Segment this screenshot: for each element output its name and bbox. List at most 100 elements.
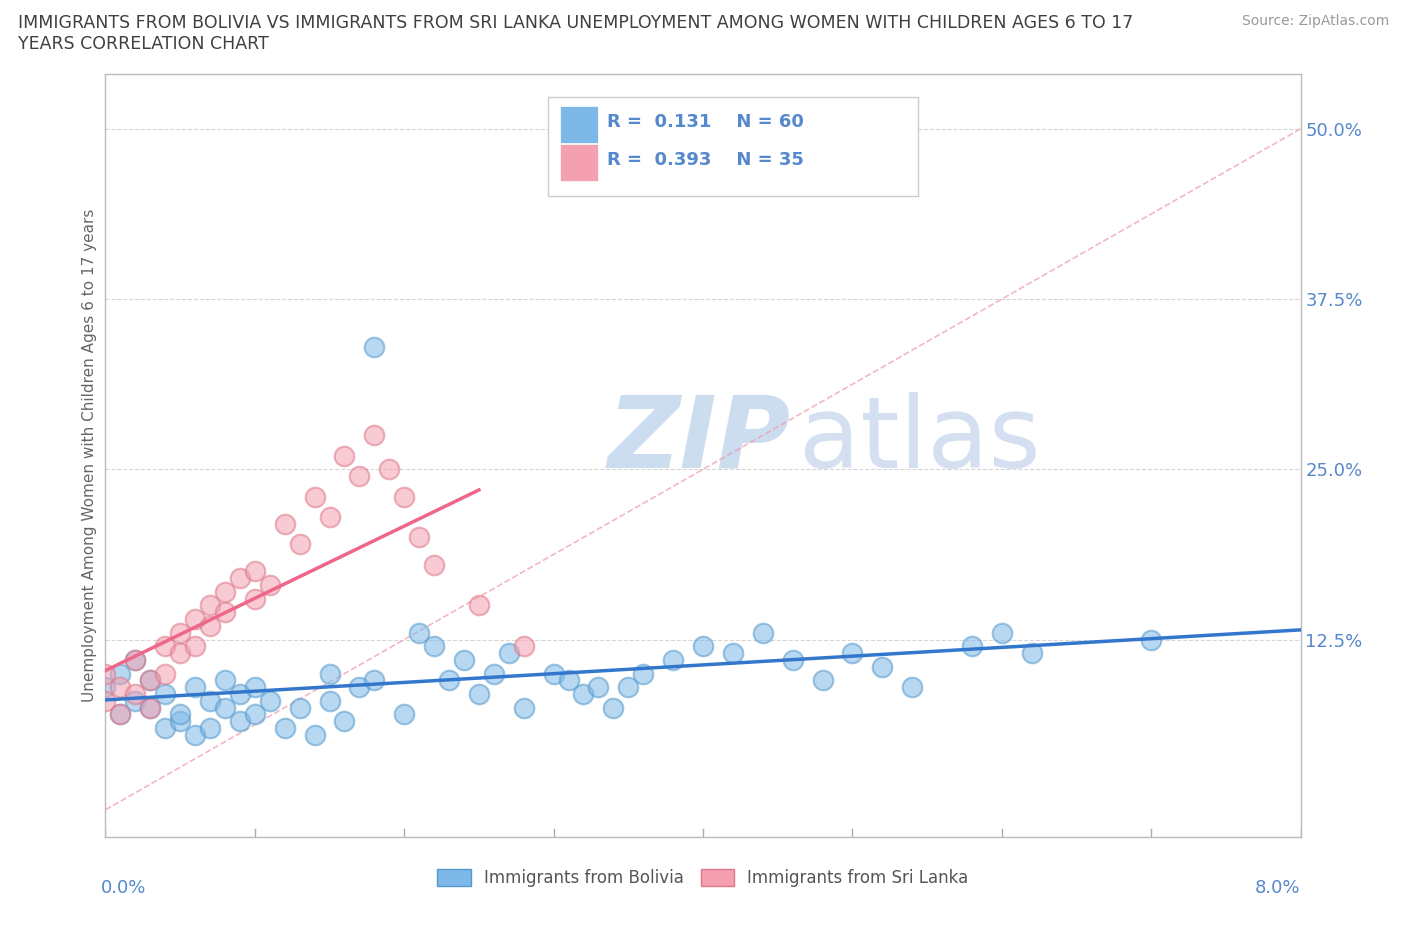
Point — [243, 591, 266, 606]
Point — [378, 462, 401, 477]
Point — [184, 680, 207, 695]
Point — [721, 645, 744, 660]
Point — [288, 700, 311, 715]
Point — [153, 666, 177, 681]
Point — [243, 680, 266, 695]
Point — [110, 707, 132, 722]
Text: R =  0.393    N = 35: R = 0.393 N = 35 — [607, 151, 804, 169]
Point — [468, 598, 491, 613]
Point — [572, 686, 595, 701]
Point — [184, 727, 207, 742]
Point — [392, 707, 416, 722]
Point — [198, 598, 221, 613]
Point — [94, 680, 117, 695]
Point — [617, 680, 640, 695]
Point — [169, 625, 191, 640]
Point — [139, 700, 162, 715]
Text: atlas: atlas — [799, 392, 1040, 489]
Point — [662, 653, 685, 668]
Point — [482, 666, 505, 681]
Point — [259, 694, 281, 709]
Point — [408, 530, 430, 545]
Point — [94, 666, 117, 681]
Point — [229, 686, 252, 701]
Point — [110, 707, 132, 722]
Point — [139, 700, 162, 715]
Point — [304, 489, 326, 504]
Text: ZIP: ZIP — [607, 392, 790, 489]
Point — [229, 571, 252, 586]
Point — [602, 700, 624, 715]
Point — [513, 700, 536, 715]
Point — [214, 604, 236, 619]
Point — [557, 673, 579, 688]
Point — [214, 673, 236, 688]
Point — [543, 666, 565, 681]
FancyBboxPatch shape — [547, 98, 918, 196]
Point — [124, 694, 146, 709]
Point — [273, 721, 295, 736]
Point — [304, 727, 326, 742]
Point — [184, 639, 207, 654]
Point — [259, 578, 281, 592]
Point — [960, 639, 983, 654]
Point — [468, 686, 491, 701]
Point — [318, 666, 340, 681]
Point — [408, 625, 430, 640]
Text: 0.0%: 0.0% — [101, 879, 146, 897]
Y-axis label: Unemployment Among Women with Children Ages 6 to 17 years: Unemployment Among Women with Children A… — [82, 209, 97, 702]
Point — [184, 612, 207, 627]
Point — [782, 653, 804, 668]
FancyBboxPatch shape — [560, 106, 598, 143]
Point — [288, 537, 311, 551]
Text: YEARS CORRELATION CHART: YEARS CORRELATION CHART — [18, 35, 269, 53]
Point — [214, 584, 236, 599]
Point — [243, 707, 266, 722]
Point — [1021, 645, 1043, 660]
Point — [94, 694, 117, 709]
Point — [139, 673, 162, 688]
Point — [990, 625, 1012, 640]
Point — [169, 714, 191, 729]
Text: IMMIGRANTS FROM BOLIVIA VS IMMIGRANTS FROM SRI LANKA UNEMPLOYMENT AMONG WOMEN WI: IMMIGRANTS FROM BOLIVIA VS IMMIGRANTS FR… — [18, 14, 1133, 32]
Point — [437, 673, 460, 688]
Point — [229, 714, 252, 729]
Point — [214, 700, 236, 715]
Text: R =  0.131    N = 60: R = 0.131 N = 60 — [607, 113, 804, 131]
Point — [169, 645, 191, 660]
Point — [392, 489, 416, 504]
Point — [153, 686, 177, 701]
Point — [333, 448, 356, 463]
Point — [139, 673, 162, 688]
Point — [273, 516, 295, 531]
Point — [243, 564, 266, 578]
Point — [423, 639, 446, 654]
Point — [124, 653, 146, 668]
Point — [453, 653, 475, 668]
Point — [124, 686, 146, 701]
Legend: Immigrants from Bolivia, Immigrants from Sri Lanka: Immigrants from Bolivia, Immigrants from… — [430, 862, 976, 894]
Point — [198, 721, 221, 736]
Point — [198, 618, 221, 633]
Point — [841, 645, 863, 660]
Point — [198, 694, 221, 709]
Point — [423, 557, 446, 572]
Point — [631, 666, 654, 681]
Point — [110, 680, 132, 695]
Point — [318, 510, 340, 525]
Point — [692, 639, 714, 654]
Point — [513, 639, 536, 654]
Point — [363, 428, 385, 443]
Point — [333, 714, 356, 729]
Point — [153, 721, 177, 736]
Point — [169, 707, 191, 722]
Point — [363, 339, 385, 354]
Point — [901, 680, 924, 695]
Point — [318, 694, 340, 709]
Point — [811, 673, 834, 688]
FancyBboxPatch shape — [560, 144, 598, 181]
Point — [588, 680, 610, 695]
Point — [498, 645, 520, 660]
Point — [124, 653, 146, 668]
Point — [363, 673, 385, 688]
